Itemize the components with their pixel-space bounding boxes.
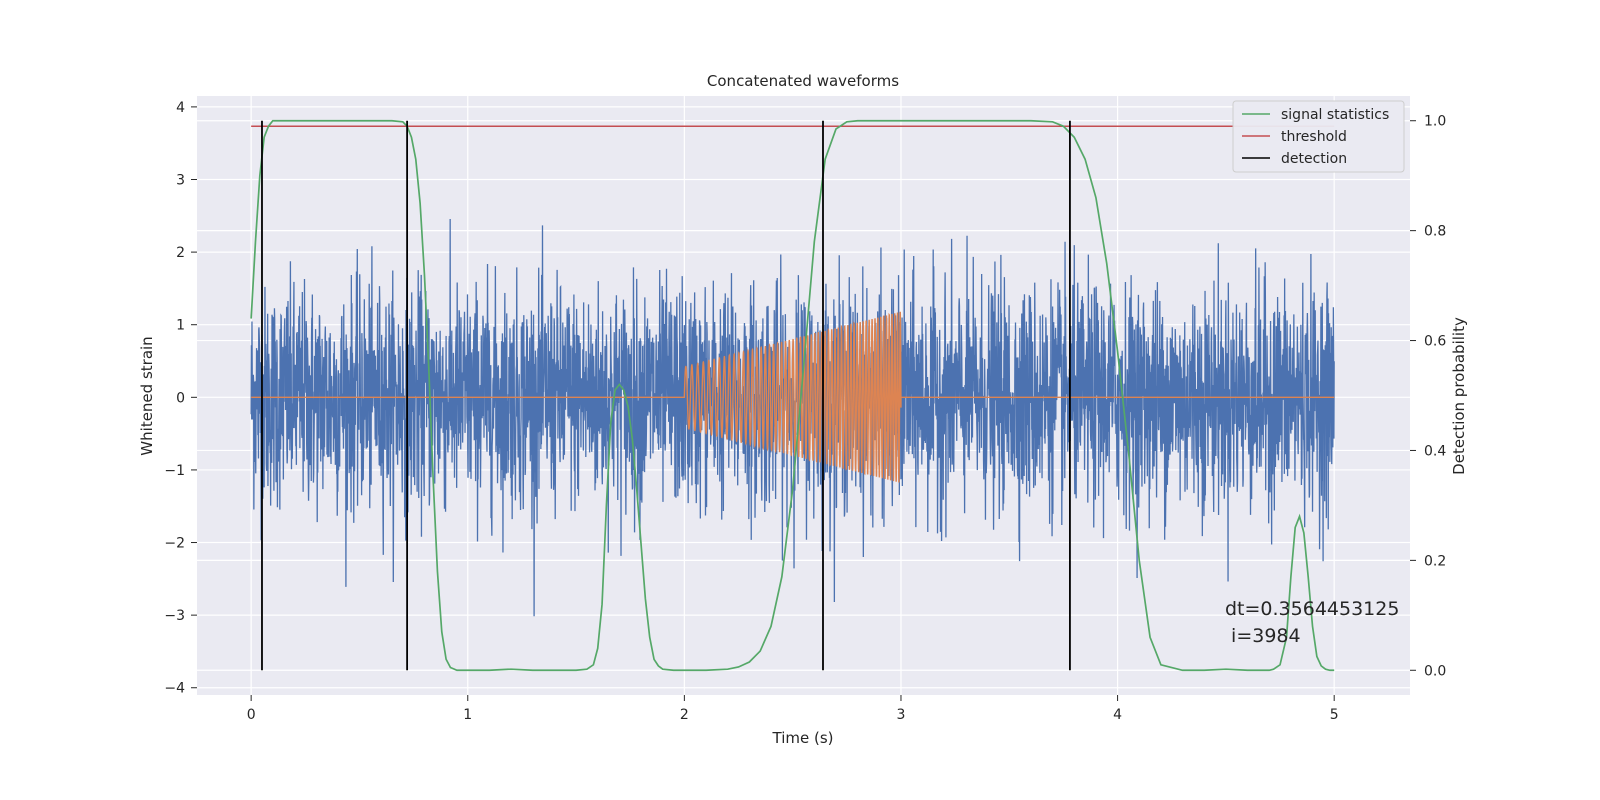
series-injected-signal-line [251, 311, 1335, 483]
y-tick-label-left-8: 4 [176, 100, 185, 116]
y-tick-label-left-4: 0 [176, 390, 185, 406]
y-tick-label-left-7: 3 [176, 172, 185, 188]
y-tick-label-left-6: 2 [176, 245, 185, 261]
y-tick-label-right-2: 0.4 [1424, 443, 1446, 459]
x-tick-label-5: 5 [1330, 707, 1339, 723]
series-signal-statistics-line [250, 119, 1335, 672]
y-tick-label-right-3: 0.6 [1424, 334, 1446, 350]
legend-box [1232, 100, 1405, 173]
y-tick-label-right-4: 0.8 [1424, 224, 1446, 240]
y-tick-label-left-2: −2 [164, 536, 185, 552]
y-tick-label-left-3: −1 [164, 463, 185, 479]
x-tick-label-2: 2 [680, 707, 689, 723]
legend: signal statistics threshold detection [1232, 100, 1405, 173]
y-axis-label-right: Detection probability [1450, 317, 1468, 475]
chart-title: Concatenated waveforms [707, 72, 899, 90]
y-tick-label-left-5: 1 [176, 318, 185, 334]
legend-label-detection: detection [1281, 151, 1347, 167]
x-axis-label: Time (s) [772, 729, 834, 747]
x-tick-label-3: 3 [897, 707, 906, 723]
legend-label-signal-statistics: signal statistics [1281, 107, 1389, 123]
x-tick-label-1: 1 [463, 707, 472, 723]
annotation-dt: dt=0.3564453125 [1225, 598, 1399, 620]
legend-label-threshold: threshold [1281, 129, 1347, 145]
plot-series [250, 119, 1335, 672]
y-tick-label-right-5: 1.0 [1424, 114, 1446, 130]
axis-ticks: 0 1 2 3 4 5 −4 −3 −2 −1 0 1 2 3 4 0.0 0.2 0.4 0.6 0.8 1.0 [164, 100, 1446, 723]
x-tick-label-0: 0 [247, 707, 256, 723]
annotation-i: i=3984 [1225, 625, 1301, 647]
y-tick-label-left-0: −4 [164, 681, 185, 697]
x-tick-label-4: 4 [1113, 707, 1122, 723]
y-tick-label-left-1: −3 [164, 608, 185, 624]
y-axis-label-left: Whitened strain [138, 336, 156, 455]
y-tick-label-right-0: 0.0 [1424, 663, 1446, 679]
y-tick-label-right-1: 0.2 [1424, 553, 1446, 569]
